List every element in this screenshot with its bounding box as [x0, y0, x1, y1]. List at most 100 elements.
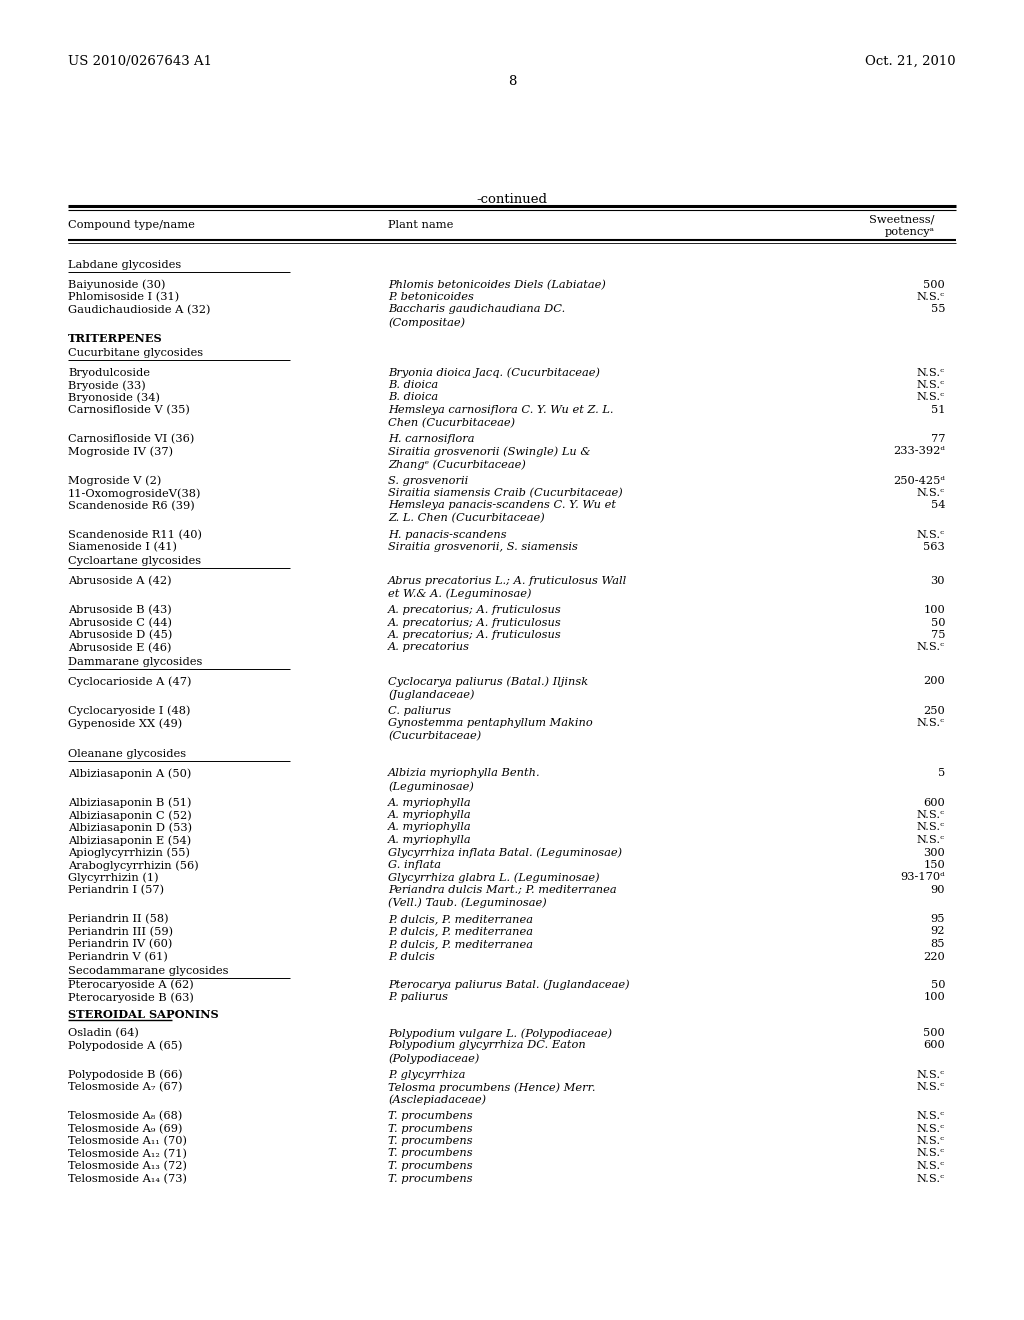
- Text: Abrusoside D (45): Abrusoside D (45): [68, 630, 172, 640]
- Text: Siraitia siamensis Craib (Cucurbitaceae): Siraitia siamensis Craib (Cucurbitaceae): [388, 488, 623, 499]
- Text: N.S.ᶜ: N.S.ᶜ: [916, 643, 945, 652]
- Text: Osladin (64): Osladin (64): [68, 1028, 139, 1039]
- Text: Periandra dulcis Mart.; P. mediterranea: Periandra dulcis Mart.; P. mediterranea: [388, 884, 616, 895]
- Text: N.S.ᶜ: N.S.ᶜ: [916, 1162, 945, 1171]
- Text: Labdane glycosides: Labdane glycosides: [68, 260, 181, 271]
- Text: Bryonoside (34): Bryonoside (34): [68, 392, 160, 403]
- Text: A. myriophylla: A. myriophylla: [388, 836, 472, 845]
- Text: 150: 150: [924, 861, 945, 870]
- Text: N.S.ᶜ: N.S.ᶜ: [916, 1082, 945, 1092]
- Text: Araboglycyrrhizin (56): Araboglycyrrhizin (56): [68, 861, 199, 871]
- Text: H. carnosiflora: H. carnosiflora: [388, 434, 474, 444]
- Text: 500: 500: [924, 1028, 945, 1038]
- Text: N.S.ᶜ: N.S.ᶜ: [916, 529, 945, 540]
- Text: A. precatorius; A. fruticulosus: A. precatorius; A. fruticulosus: [388, 618, 562, 627]
- Text: Bryonia dioica Jacq. (Cucurbitaceae): Bryonia dioica Jacq. (Cucurbitaceae): [388, 367, 600, 378]
- Text: N.S.ᶜ: N.S.ᶜ: [916, 1123, 945, 1134]
- Text: Periandrin I (57): Periandrin I (57): [68, 884, 164, 895]
- Text: (Leguminosae): (Leguminosae): [388, 781, 474, 792]
- Text: Dammarane glycosides: Dammarane glycosides: [68, 657, 203, 667]
- Text: Sweetness/: Sweetness/: [869, 215, 935, 224]
- Text: S. grosvenorii: S. grosvenorii: [388, 475, 468, 486]
- Text: Carnosifloside V (35): Carnosifloside V (35): [68, 405, 189, 416]
- Text: Scandenoside R6 (39): Scandenoside R6 (39): [68, 500, 195, 511]
- Text: Gynostemma pentaphyllum Makino: Gynostemma pentaphyllum Makino: [388, 718, 593, 729]
- Text: G. inflata: G. inflata: [388, 861, 441, 870]
- Text: Oleanane glycosides: Oleanane glycosides: [68, 748, 186, 759]
- Text: 95: 95: [931, 913, 945, 924]
- Text: Cucurbitane glycosides: Cucurbitane glycosides: [68, 348, 203, 358]
- Text: N.S.ᶜ: N.S.ᶜ: [916, 1137, 945, 1146]
- Text: Plant name: Plant name: [388, 220, 454, 230]
- Text: Polypodoside B (66): Polypodoside B (66): [68, 1069, 182, 1080]
- Text: Scandenoside R11 (40): Scandenoside R11 (40): [68, 529, 202, 540]
- Text: Polypodium vulgare L. (Polypodiaceae): Polypodium vulgare L. (Polypodiaceae): [388, 1028, 612, 1039]
- Text: B. dioica: B. dioica: [388, 392, 438, 403]
- Text: Apioglycyrrhizin (55): Apioglycyrrhizin (55): [68, 847, 190, 858]
- Text: Siraitia grosvenorii, S. siamensis: Siraitia grosvenorii, S. siamensis: [388, 543, 578, 552]
- Text: 300: 300: [924, 847, 945, 858]
- Text: T. procumbens: T. procumbens: [388, 1137, 473, 1146]
- Text: 55: 55: [931, 305, 945, 314]
- Text: (Polypodiaceae): (Polypodiaceae): [388, 1053, 479, 1064]
- Text: T. procumbens: T. procumbens: [388, 1162, 473, 1171]
- Text: (Compositae): (Compositae): [388, 317, 465, 327]
- Text: Polypodoside A (65): Polypodoside A (65): [68, 1040, 182, 1051]
- Text: N.S.ᶜ: N.S.ᶜ: [916, 392, 945, 403]
- Text: Hemsleya panacis-scandens C. Y. Wu et: Hemsleya panacis-scandens C. Y. Wu et: [388, 500, 616, 511]
- Text: Telosmoside A₈ (68): Telosmoside A₈ (68): [68, 1111, 182, 1121]
- Text: Glycyrrhiza inflata Batal. (Leguminosae): Glycyrrhiza inflata Batal. (Leguminosae): [388, 847, 623, 858]
- Text: Pterocaryoside A (62): Pterocaryoside A (62): [68, 979, 194, 990]
- Text: Oct. 21, 2010: Oct. 21, 2010: [865, 55, 956, 69]
- Text: N.S.ᶜ: N.S.ᶜ: [916, 1111, 945, 1121]
- Text: Glycyrrhiza glabra L. (Leguminosae): Glycyrrhiza glabra L. (Leguminosae): [388, 873, 600, 883]
- Text: 11-OxomogrosideV(38): 11-OxomogrosideV(38): [68, 488, 202, 499]
- Text: N.S.ᶜ: N.S.ᶜ: [916, 1069, 945, 1080]
- Text: T. procumbens: T. procumbens: [388, 1123, 473, 1134]
- Text: Telosmoside A₉ (69): Telosmoside A₉ (69): [68, 1123, 182, 1134]
- Text: 54: 54: [931, 500, 945, 511]
- Text: 600: 600: [924, 1040, 945, 1051]
- Text: Pterocaryoside B (63): Pterocaryoside B (63): [68, 993, 194, 1003]
- Text: US 2010/0267643 A1: US 2010/0267643 A1: [68, 55, 212, 69]
- Text: 30: 30: [931, 576, 945, 586]
- Text: Carnosifloside VI (36): Carnosifloside VI (36): [68, 434, 195, 445]
- Text: N.S.ᶜ: N.S.ᶜ: [916, 718, 945, 729]
- Text: Cyclocarioside A (47): Cyclocarioside A (47): [68, 676, 191, 688]
- Text: et W.& A. (Leguminosae): et W.& A. (Leguminosae): [388, 589, 531, 599]
- Text: Albiziasaponin A (50): Albiziasaponin A (50): [68, 768, 191, 779]
- Text: N.S.ᶜ: N.S.ᶜ: [916, 836, 945, 845]
- Text: 250: 250: [924, 705, 945, 715]
- Text: P. dulcis, P. mediterranea: P. dulcis, P. mediterranea: [388, 913, 534, 924]
- Text: P. dulcis, P. mediterranea: P. dulcis, P. mediterranea: [388, 927, 534, 936]
- Text: 100: 100: [924, 993, 945, 1002]
- Text: Abrusoside A (42): Abrusoside A (42): [68, 576, 172, 586]
- Text: P. dulcis, P. mediterranea: P. dulcis, P. mediterranea: [388, 939, 534, 949]
- Text: A. precatorius: A. precatorius: [388, 643, 470, 652]
- Text: A. precatorius; A. fruticulosus: A. precatorius; A. fruticulosus: [388, 630, 562, 640]
- Text: Glycyrrhizin (1): Glycyrrhizin (1): [68, 873, 159, 883]
- Text: Secodammarane glycosides: Secodammarane glycosides: [68, 966, 228, 975]
- Text: 90: 90: [931, 884, 945, 895]
- Text: 93-170ᵈ: 93-170ᵈ: [900, 873, 945, 883]
- Text: Albizia myriophylla Benth.: Albizia myriophylla Benth.: [388, 768, 541, 779]
- Text: A. myriophylla: A. myriophylla: [388, 810, 472, 820]
- Text: Z. L. Chen (Cucurbitaceae): Z. L. Chen (Cucurbitaceae): [388, 513, 545, 523]
- Text: Abrusoside B (43): Abrusoside B (43): [68, 605, 172, 615]
- Text: N.S.ᶜ: N.S.ᶜ: [916, 810, 945, 820]
- Text: Albiziasaponin B (51): Albiziasaponin B (51): [68, 797, 191, 808]
- Text: 77: 77: [931, 434, 945, 444]
- Text: N.S.ᶜ: N.S.ᶜ: [916, 1148, 945, 1159]
- Text: Telosma procumbens (Hence) Merr.: Telosma procumbens (Hence) Merr.: [388, 1082, 596, 1093]
- Text: (Vell.) Taub. (Leguminosae): (Vell.) Taub. (Leguminosae): [388, 898, 547, 908]
- Text: (Juglandaceae): (Juglandaceae): [388, 689, 474, 700]
- Text: Phlomisoside I (31): Phlomisoside I (31): [68, 292, 179, 302]
- Text: A. precatorius; A. fruticulosus: A. precatorius; A. fruticulosus: [388, 605, 562, 615]
- Text: B. dioica: B. dioica: [388, 380, 438, 389]
- Text: Baccharis gaudichaudiana DC.: Baccharis gaudichaudiana DC.: [388, 305, 565, 314]
- Text: Albiziasaponin C (52): Albiziasaponin C (52): [68, 810, 191, 821]
- Text: Telosmoside A₁₃ (72): Telosmoside A₁₃ (72): [68, 1162, 187, 1171]
- Text: H. panacis-scandens: H. panacis-scandens: [388, 529, 507, 540]
- Text: P. glycyrrhiza: P. glycyrrhiza: [388, 1069, 465, 1080]
- Text: (Asclepiadaceae): (Asclepiadaceae): [388, 1094, 486, 1105]
